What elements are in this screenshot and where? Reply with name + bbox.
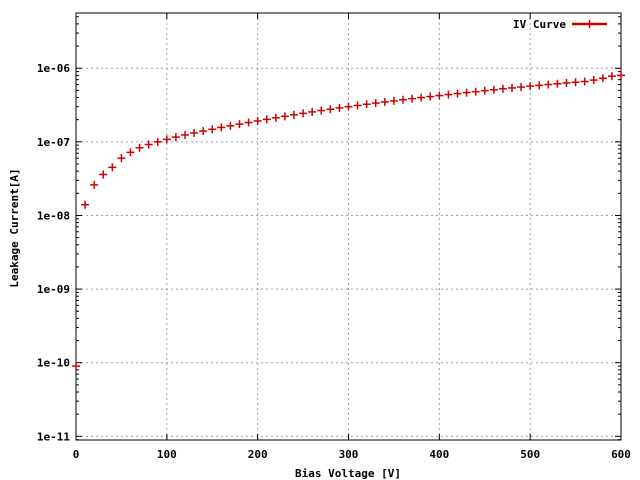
data-point (517, 83, 526, 92)
data-point (235, 120, 244, 129)
data-point (190, 128, 199, 137)
data-point (508, 83, 516, 92)
data-point (553, 79, 562, 88)
data-point (108, 163, 117, 172)
data-point (299, 109, 308, 118)
data-point (389, 96, 398, 105)
data-point (90, 180, 99, 189)
x-tick-label: 100 (157, 448, 177, 461)
data-point (380, 97, 389, 106)
data-point (153, 137, 162, 146)
data-point (280, 112, 289, 121)
data-point (326, 105, 335, 114)
data-point (162, 135, 171, 144)
data-point (580, 77, 589, 86)
data-point (117, 154, 126, 163)
x-tick-label: 0 (73, 448, 80, 461)
data-point (526, 82, 535, 91)
data-point (562, 78, 571, 87)
data-point (126, 148, 135, 157)
data-point (544, 80, 553, 89)
data-point (317, 106, 326, 115)
x-tick-label: 300 (339, 448, 359, 461)
data-point (571, 78, 580, 87)
x-axis-label: Bias Voltage [V] (295, 467, 401, 480)
data-point (453, 89, 462, 98)
data-point (607, 72, 616, 81)
data-point (417, 93, 426, 102)
data-point (408, 94, 417, 103)
data-point (598, 74, 607, 83)
data-point (335, 103, 344, 112)
plot-border (75, 12, 622, 441)
y-tick-label: 1e-06 (37, 62, 70, 75)
data-point (471, 87, 480, 96)
axes (75, 12, 622, 441)
data-point (271, 113, 280, 122)
data-point (226, 121, 235, 130)
tick-labels: 0 100 200 300 400 500 600 1e-11 1e-10 1e-09 1e-08 1… (37, 62, 631, 461)
data-point (444, 90, 453, 99)
y-tick-label: 1e-09 (37, 283, 70, 296)
data-point (208, 125, 217, 134)
data-point (181, 130, 189, 139)
legend: IV Curve (513, 18, 607, 31)
x-tick-label: 600 (611, 448, 631, 461)
data-point (144, 140, 153, 149)
data-point (498, 84, 507, 93)
data-point (489, 85, 498, 94)
y-tick-label: 1e-10 (37, 357, 70, 370)
data-point (244, 118, 253, 127)
y-tick-label: 1e-08 (37, 209, 70, 222)
data-point (308, 107, 317, 116)
y-tick-label: 1e-11 (37, 430, 70, 443)
data-point (199, 127, 208, 136)
data-point (290, 110, 298, 119)
data-point (344, 102, 353, 111)
x-tick-label: 200 (248, 448, 268, 461)
data-point (462, 88, 471, 97)
data-point (535, 81, 544, 90)
y-tick-label: 1e-07 (37, 136, 70, 149)
data-point (99, 170, 108, 179)
data-point (362, 100, 371, 109)
data-point (217, 123, 226, 132)
data-point (262, 115, 271, 124)
data-point (353, 101, 362, 110)
x-tick-label: 400 (429, 448, 449, 461)
data-series-iv-curve (72, 71, 625, 371)
x-tick-label: 500 (520, 448, 540, 461)
data-point (253, 116, 262, 125)
data-point (135, 143, 144, 152)
data-point (72, 362, 80, 371)
data-point (435, 91, 444, 100)
data-point (81, 200, 90, 209)
legend-label-iv-curve: IV Curve (513, 18, 566, 31)
data-point (426, 92, 435, 101)
y-axis-label: Leakage Current[A] (8, 168, 21, 287)
data-point (589, 76, 598, 85)
data-point (617, 71, 625, 80)
data-point (371, 99, 380, 108)
data-point (480, 86, 489, 95)
data-point (399, 95, 407, 104)
data-point (171, 133, 180, 142)
